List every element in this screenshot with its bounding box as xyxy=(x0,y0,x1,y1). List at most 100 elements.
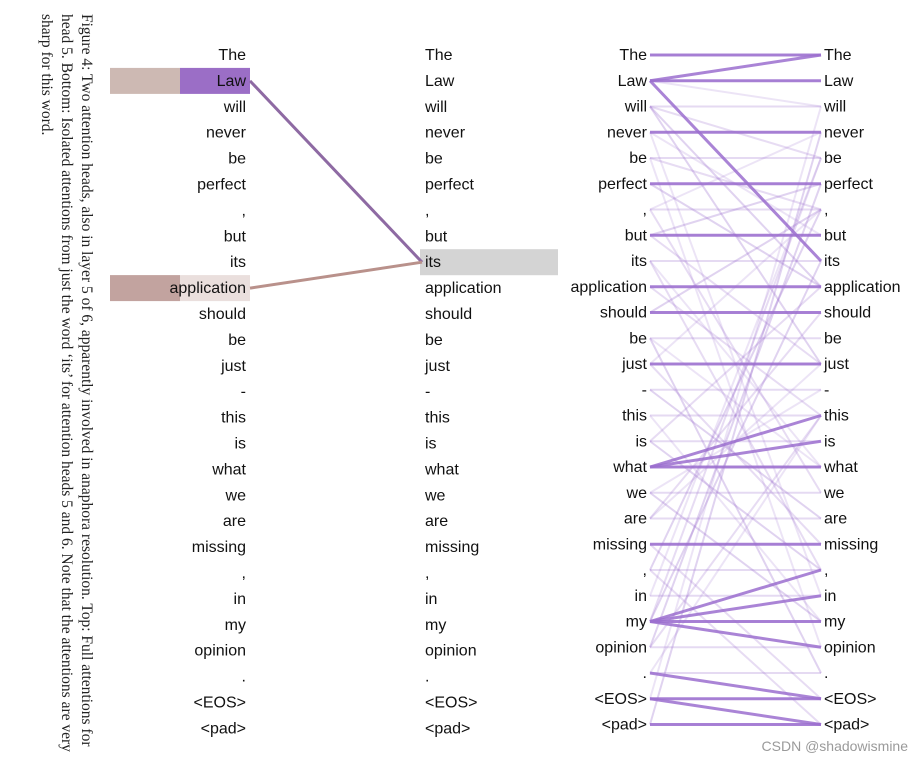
faint-attention-7-5 xyxy=(649,182,822,237)
left-source-token-be-4: be xyxy=(228,151,246,168)
left-target-token-but-7: but xyxy=(425,228,448,245)
right-target-token-punct-6: , xyxy=(824,202,828,219)
left-target-token-perfect-5: perfect xyxy=(425,177,474,194)
right-source-token-in-21: in xyxy=(635,588,647,605)
faint-attention-14-22 xyxy=(649,414,822,623)
strong-attention-16-15 xyxy=(649,439,822,469)
left-source-token-the-0: The xyxy=(218,47,246,64)
right-source-token-just-12: just xyxy=(621,356,647,373)
attention-line-application-its xyxy=(249,260,423,290)
right-target-token-eos-25: <EOS> xyxy=(824,691,876,708)
left-target-token-is-15: is xyxy=(425,436,437,453)
head-swatch-application-9 xyxy=(110,275,180,302)
attention-line-law-its xyxy=(248,79,424,264)
right-target-token-in-21: in xyxy=(824,588,836,605)
right-target-token-be-11: be xyxy=(824,330,842,347)
left-source-token-are-18: are xyxy=(223,513,246,530)
left-attention-view: The The Law Law will will never never be be perfec… xyxy=(110,47,558,737)
right-target-token-the-0: The xyxy=(824,47,852,64)
right-target-token-never-3: never xyxy=(824,124,865,141)
left-source-token-never-3: never xyxy=(206,125,247,142)
right-target-token-punct-13: - xyxy=(824,382,829,399)
right-source-token-opinion-23: opinion xyxy=(595,639,647,656)
faint-attention-20-6 xyxy=(649,209,822,571)
left-source-token-perfect-5: perfect xyxy=(197,177,246,194)
right-target-token-but-7: but xyxy=(824,227,847,244)
head-swatch-law-1 xyxy=(110,67,180,94)
right-source-token-its-8: its xyxy=(631,253,647,270)
right-target-token-my-22: my xyxy=(824,614,845,631)
right-target-token-should-10: should xyxy=(824,305,871,322)
left-target-token-eos-25: <EOS> xyxy=(425,695,477,712)
left-target-token-missing-19: missing xyxy=(425,539,479,556)
right-source-token-punct-13: - xyxy=(642,382,647,399)
left-target-token-should-10: should xyxy=(425,306,472,323)
left-target-token-punct-20: , xyxy=(425,565,429,582)
right-source-token-law-1: Law xyxy=(618,73,648,90)
left-target-token-just-12: just xyxy=(424,358,450,375)
strong-attention-22-23 xyxy=(649,620,822,649)
right-source-token-what-16: what xyxy=(612,459,647,476)
right-target-token-be-4: be xyxy=(824,150,842,167)
right-target-token-law-1: Law xyxy=(824,73,854,90)
watermark: CSDN @shadowismine xyxy=(761,738,908,754)
right-target-token-its-8: its xyxy=(824,253,840,270)
left-target-token-we-17: we xyxy=(424,487,446,504)
faint-attention-25-2 xyxy=(649,106,822,700)
right-target-token-what-16: what xyxy=(823,459,858,476)
left-target-token-what-16: what xyxy=(424,461,459,478)
strong-attention-22-21 xyxy=(649,594,822,623)
right-target-token-pad-26: <pad> xyxy=(824,717,869,734)
left-target-token-punct-13: - xyxy=(425,384,430,401)
left-source-token-just-12: just xyxy=(220,358,246,375)
right-target-token-will-2: will xyxy=(823,99,846,116)
left-source-token-punct-6: , xyxy=(242,202,246,219)
right-target-token-punct-24: . xyxy=(824,665,828,682)
right-source-token-should-10: should xyxy=(600,305,647,322)
right-source-token-will-2: will xyxy=(624,99,647,116)
right-target-token-are-18: are xyxy=(824,511,847,528)
right-source-token-be-11: be xyxy=(629,330,647,347)
left-source-token-application-9: application xyxy=(170,280,247,297)
left-source-token-in-21: in xyxy=(234,591,246,608)
left-source-token-should-10: should xyxy=(199,306,246,323)
left-target-token-will-2: will xyxy=(424,99,447,116)
right-source-token-this-14: this xyxy=(622,408,647,425)
left-source-token-opinion-23: opinion xyxy=(194,643,246,660)
left-target-token-law-1: Law xyxy=(425,73,455,90)
left-source-token-punct-24: . xyxy=(242,669,246,686)
left-target-token-this-14: this xyxy=(425,410,450,427)
faint-attention-18-10 xyxy=(649,311,822,520)
right-source-token-we-17: we xyxy=(626,485,648,502)
left-source-token-my-22: my xyxy=(225,617,246,634)
right-source-token-my-22: my xyxy=(626,614,647,631)
right-source-token-is-15: is xyxy=(635,433,647,450)
right-source-token-be-4: be xyxy=(629,150,647,167)
left-source-token-this-14: this xyxy=(221,410,246,427)
left-source-token-missing-19: missing xyxy=(192,539,246,556)
faint-attention-4-23 xyxy=(649,157,822,648)
right-target-token-opinion-23: opinion xyxy=(824,639,876,656)
left-target-token-be-4: be xyxy=(425,151,443,168)
right-target-token-this-14: this xyxy=(824,408,849,425)
left-target-token-are-18: are xyxy=(425,513,448,530)
left-target-token-in-21: in xyxy=(425,591,437,608)
faint-attention-23-5 xyxy=(649,183,822,648)
right-source-token-are-18: are xyxy=(624,511,647,528)
right-source-token-missing-19: missing xyxy=(593,536,647,553)
right-target-token-application-9: application xyxy=(824,279,901,296)
left-source-token-punct-13: - xyxy=(241,384,246,401)
highlight-law-1 xyxy=(180,67,250,94)
left-target-token-its-8: its xyxy=(425,254,441,271)
right-target-token-we-17: we xyxy=(823,485,845,502)
right-source-token-punct-24: . xyxy=(643,665,647,682)
left-source-token-we-17: we xyxy=(225,487,247,504)
faint-attention-1-2 xyxy=(649,79,822,108)
right-source-token-punct-20: , xyxy=(643,562,647,579)
query-highlight xyxy=(420,249,558,276)
right-attention-view: The The Law Law will will never never be be perfec… xyxy=(571,47,901,734)
strong-attention-16-14 xyxy=(649,414,822,469)
strong-attention-1-8 xyxy=(648,79,823,263)
left-target-token-my-22: my xyxy=(425,617,446,634)
